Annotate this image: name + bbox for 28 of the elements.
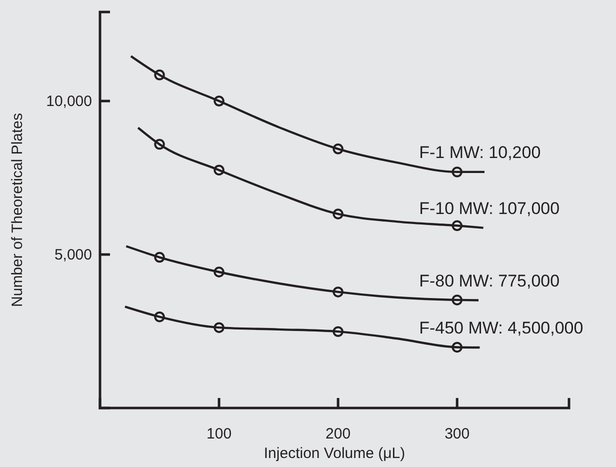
series-label: F-80 MW: 775,000 xyxy=(419,271,560,290)
series-label: F-450 MW: 4,500,000 xyxy=(419,318,584,338)
point xyxy=(332,208,344,220)
point xyxy=(214,96,224,106)
point xyxy=(452,294,462,306)
point xyxy=(452,342,462,353)
point xyxy=(332,286,344,298)
point xyxy=(332,144,344,154)
point xyxy=(452,166,462,178)
y-tick-label: 5,000 xyxy=(54,246,92,264)
x-tick-label: 100 xyxy=(206,426,232,443)
point xyxy=(452,220,462,232)
series-label: F-1 MW: 10,200 xyxy=(419,142,541,162)
point xyxy=(214,164,224,176)
x-axis-title: Injection Volume (μL) xyxy=(264,445,406,462)
point xyxy=(214,266,224,278)
point xyxy=(214,322,224,333)
point xyxy=(154,252,165,263)
point xyxy=(332,326,344,337)
y-axis-title: Number of Theoretical Plates xyxy=(9,113,26,307)
line-series xyxy=(130,55,486,174)
series-label: F-10 MW: 107,000 xyxy=(419,198,560,218)
point xyxy=(154,70,165,80)
y-tick-label: 10,000 xyxy=(46,92,92,110)
point xyxy=(154,311,165,322)
x-tick-label: 300 xyxy=(444,426,470,443)
point xyxy=(154,138,165,150)
x-tick-label: 200 xyxy=(326,426,351,443)
